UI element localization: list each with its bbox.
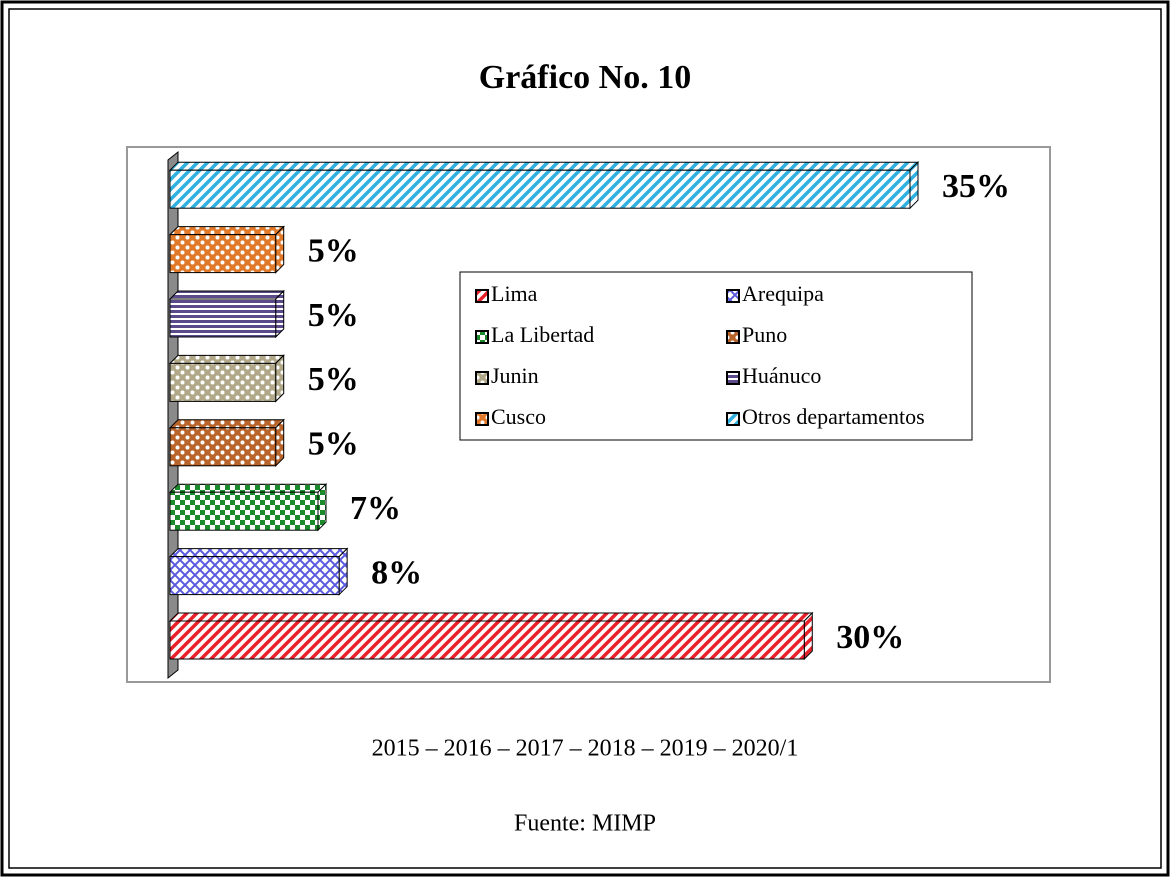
bar-side	[275, 289, 285, 339]
legend-swatch	[475, 289, 489, 303]
bar-top	[168, 548, 349, 558]
legend-swatch	[475, 371, 489, 385]
subtitle: 2015 – 2016 – 2017 – 2018 – 2019 – 2020/…	[372, 736, 799, 762]
chart-title: Gráfico No. 10	[479, 59, 691, 96]
legend-label: Lima	[491, 281, 538, 306]
bar	[168, 225, 285, 274]
bar	[168, 482, 328, 532]
bar-top	[168, 612, 814, 622]
bar-top	[168, 226, 285, 236]
bar-top	[168, 290, 285, 300]
value-label: 30%	[836, 619, 904, 656]
legend-swatch	[726, 412, 740, 426]
legend-swatch	[475, 330, 489, 344]
value-label: 5%	[308, 426, 359, 463]
legend-swatch	[475, 412, 489, 426]
bar-side	[275, 418, 285, 468]
bar-front	[169, 491, 319, 531]
value-label: 5%	[308, 297, 359, 334]
value-label: 8%	[371, 554, 422, 591]
bar-front	[169, 169, 911, 209]
legend-swatch	[726, 371, 740, 385]
bar	[168, 354, 285, 403]
legend-label: Junin	[491, 363, 539, 388]
legend-label: Huánuco	[742, 363, 821, 388]
bar-side	[275, 354, 285, 403]
bar	[168, 611, 814, 661]
value-label: 5%	[308, 232, 359, 269]
legend-label: La Libertad	[491, 322, 594, 347]
bar-side	[275, 225, 285, 274]
value-label: 7%	[350, 490, 401, 527]
legend-box	[459, 271, 973, 441]
bar	[168, 547, 349, 596]
bar-side	[317, 482, 327, 532]
legend-swatch	[726, 289, 740, 303]
bar-front	[169, 362, 277, 402]
bar-top	[168, 483, 328, 493]
value-label: 5%	[308, 361, 359, 398]
legend-swatch	[726, 330, 740, 344]
bar-front	[169, 556, 340, 596]
bar-front	[169, 298, 277, 338]
bar-top	[168, 161, 920, 171]
legend-label: Arequipa	[742, 281, 824, 306]
bar-front	[169, 427, 277, 467]
bar-side	[338, 547, 348, 596]
legend-label: Otros departamentos	[742, 404, 925, 429]
bar-front	[169, 620, 805, 660]
bar-top	[168, 419, 285, 429]
value-label: 35%	[942, 168, 1010, 205]
bar	[168, 289, 285, 339]
bar-side	[803, 611, 813, 661]
bar	[168, 160, 920, 210]
inner-frame	[8, 8, 1162, 869]
bar	[168, 418, 285, 468]
bar-side	[909, 160, 919, 210]
bar-front	[169, 234, 277, 274]
legend-label: Puno	[742, 322, 787, 347]
bar-top	[168, 354, 285, 364]
legend-label: Cusco	[491, 404, 546, 429]
source: Fuente: MIMP	[514, 811, 656, 837]
